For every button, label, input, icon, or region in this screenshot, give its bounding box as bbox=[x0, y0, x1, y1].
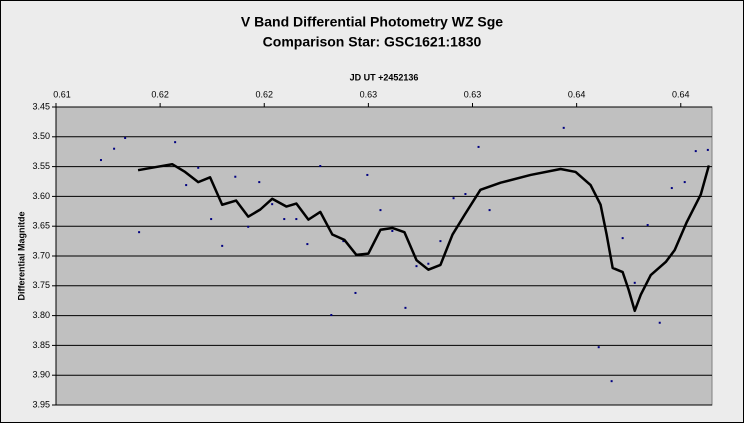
chart-title: V Band Differential Photometry WZ Sge bbox=[241, 14, 503, 30]
data-point bbox=[562, 126, 565, 129]
data-point bbox=[415, 265, 418, 268]
y-tick-label: 3.85 bbox=[32, 340, 50, 350]
y-tick-label: 3.70 bbox=[32, 250, 50, 260]
data-point bbox=[174, 141, 177, 144]
y-tick-label: 3.95 bbox=[32, 399, 50, 409]
data-point bbox=[646, 224, 649, 227]
x-tick-label: 0.63 bbox=[464, 89, 482, 99]
y-tick-label: 3.55 bbox=[32, 161, 50, 171]
data-point bbox=[658, 321, 661, 324]
data-point bbox=[283, 218, 286, 221]
data-point bbox=[427, 262, 430, 265]
data-point bbox=[354, 291, 357, 294]
data-point bbox=[185, 184, 188, 187]
data-point bbox=[621, 237, 624, 240]
data-point bbox=[610, 380, 613, 383]
x-tick-label: 0.63 bbox=[360, 89, 378, 99]
data-point bbox=[633, 281, 636, 284]
x-axis-title: JD UT +2452136 bbox=[350, 72, 419, 82]
data-point bbox=[234, 175, 237, 178]
data-point bbox=[477, 145, 480, 148]
data-point bbox=[452, 197, 455, 200]
data-point bbox=[138, 231, 141, 234]
x-tick-label: 0.64 bbox=[568, 89, 586, 99]
y-tick-label: 3.75 bbox=[32, 280, 50, 290]
data-point bbox=[99, 159, 102, 162]
data-point bbox=[258, 181, 261, 184]
y-tick-label: 3.90 bbox=[32, 370, 50, 380]
data-point bbox=[404, 306, 407, 309]
x-tick-label: 0.62 bbox=[151, 89, 169, 99]
y-tick-label: 3.50 bbox=[32, 131, 50, 141]
data-point bbox=[488, 209, 491, 212]
data-point bbox=[670, 187, 673, 190]
data-point bbox=[597, 346, 600, 349]
data-point bbox=[319, 165, 322, 168]
line-series bbox=[137, 162, 711, 313]
y-tick-label: 3.80 bbox=[32, 310, 50, 320]
y-tick-label: 3.65 bbox=[32, 221, 50, 231]
y-tick-label: 3.60 bbox=[32, 191, 50, 201]
data-point bbox=[683, 181, 686, 184]
x-tick-label: 0.64 bbox=[672, 89, 690, 99]
data-point bbox=[124, 136, 127, 139]
data-point bbox=[197, 166, 200, 169]
data-point bbox=[379, 209, 382, 212]
data-point bbox=[464, 193, 467, 196]
x-tick-label: 0.61 bbox=[53, 89, 71, 99]
data-point bbox=[342, 240, 345, 243]
data-point bbox=[210, 218, 213, 221]
data-point bbox=[439, 240, 442, 243]
data-point bbox=[247, 225, 250, 228]
data-point bbox=[391, 229, 394, 232]
data-point bbox=[271, 203, 274, 206]
data-point bbox=[113, 147, 116, 150]
data-point bbox=[295, 218, 298, 221]
data-point bbox=[330, 314, 333, 317]
y-axis-title: Differential Magnitde bbox=[16, 211, 26, 300]
data-point bbox=[366, 173, 369, 176]
x-tick-label: 0.62 bbox=[255, 89, 273, 99]
data-point bbox=[221, 244, 224, 247]
chart-subtitle: Comparison Star: GSC1621:1830 bbox=[263, 34, 482, 50]
data-point bbox=[694, 150, 697, 153]
y-tick-label: 3.45 bbox=[32, 101, 50, 111]
data-point bbox=[306, 243, 309, 246]
data-point bbox=[706, 148, 709, 151]
